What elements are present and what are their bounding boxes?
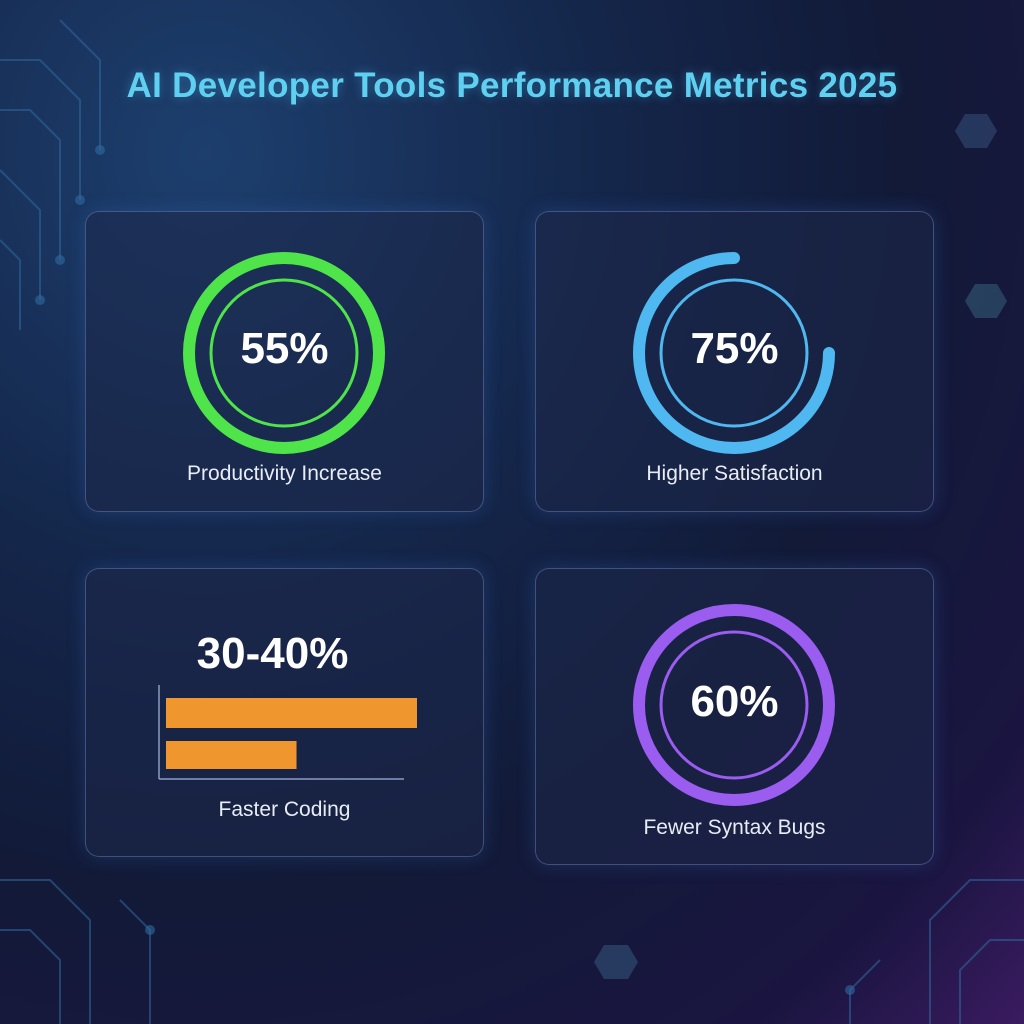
value-label: 30-40%	[196, 629, 349, 678]
gauge-60	[633, 604, 835, 806]
bar-chart	[158, 685, 417, 780]
metric-label: Fewer Syntax Bugs	[643, 816, 826, 839]
gauge-progress-arc	[633, 252, 835, 454]
gauge-inner-ring	[659, 278, 809, 428]
metric-label: Higher Satisfaction	[646, 462, 823, 485]
metric-label: Productivity Increase	[187, 462, 382, 485]
metric-card-syntax-bugs: 60% Fewer Syntax Bugs	[535, 568, 934, 865]
bar-2	[166, 741, 297, 769]
metric-card-productivity: 55% Productivity Increase	[85, 211, 484, 512]
value-label: 55%	[240, 324, 329, 373]
value-label: 75%	[690, 324, 779, 373]
gauge-75	[633, 252, 835, 454]
bar-1	[166, 698, 417, 728]
gauge-55	[183, 252, 385, 454]
metric-card-faster-coding: 30-40% Faster Coding	[85, 568, 484, 857]
gauge-outer-ring	[183, 252, 385, 454]
value-label: 60%	[690, 677, 779, 726]
metric-label: Faster Coding	[218, 798, 351, 821]
gauge-inner-ring	[209, 278, 359, 428]
metric-card-satisfaction: 75% Higher Satisfaction	[535, 211, 934, 512]
hexagon-decoration	[965, 284, 1007, 318]
page-title: AI Developer Tools Performance Metrics 2…	[126, 66, 898, 105]
hexagon-decoration	[955, 114, 997, 148]
gauge-outer-ring	[633, 604, 835, 806]
gauge-inner-ring	[659, 630, 809, 780]
hexagon-decoration	[594, 945, 638, 979]
